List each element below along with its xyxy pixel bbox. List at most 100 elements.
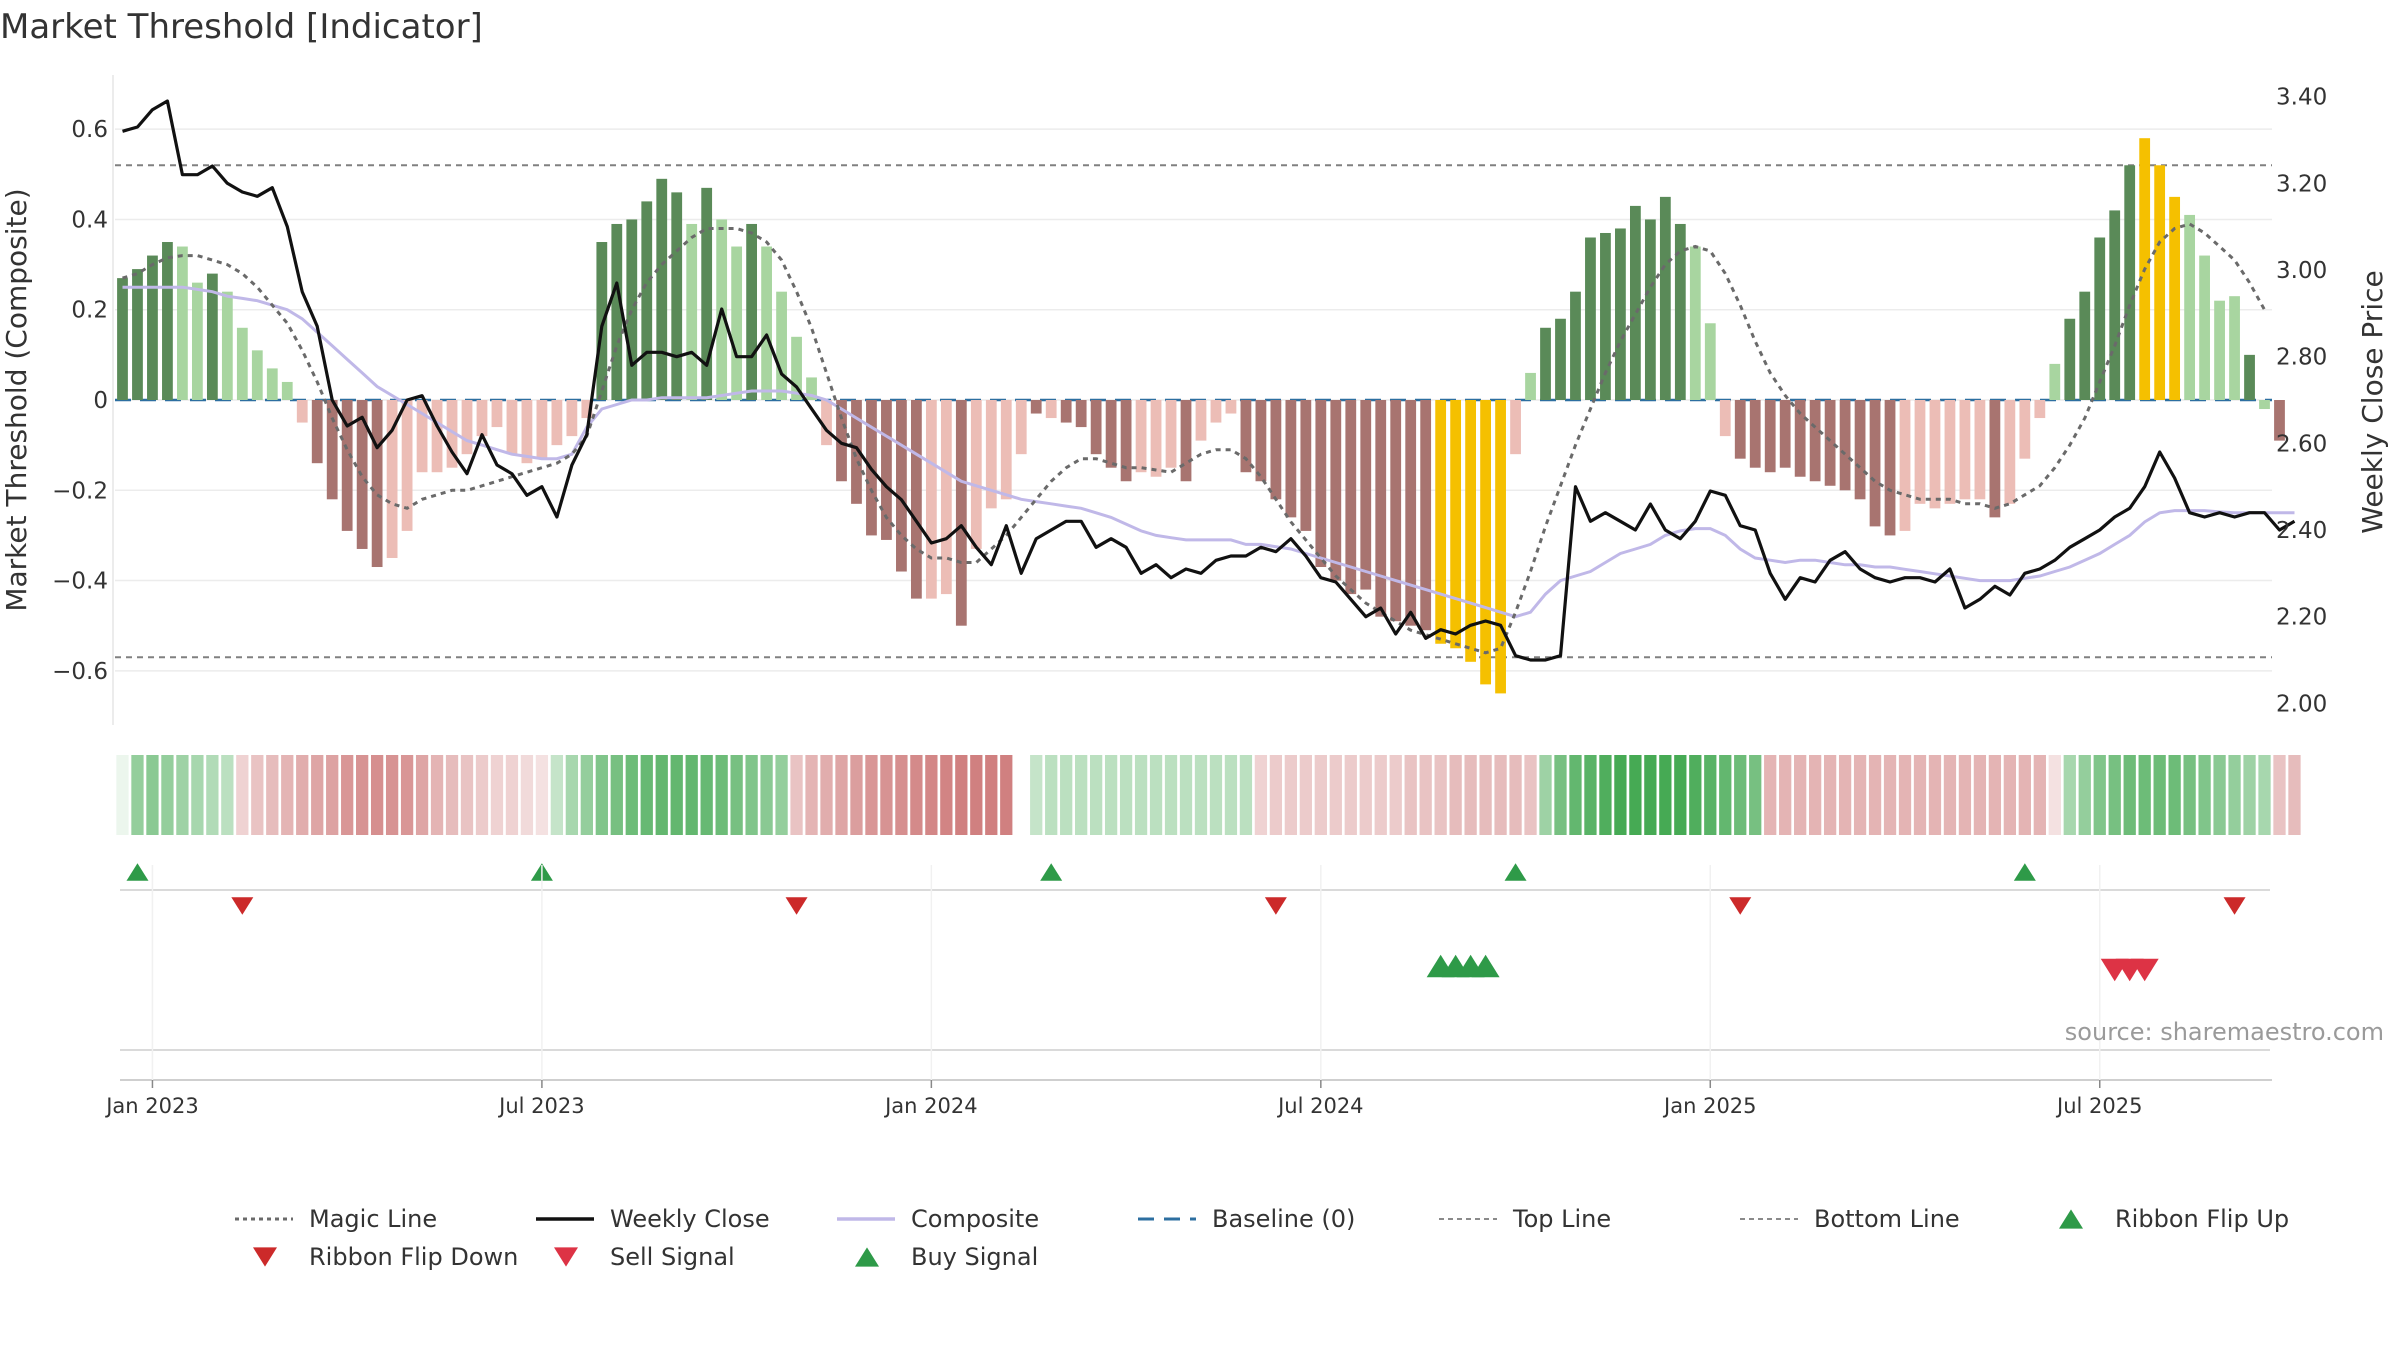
ribbon-cell <box>1224 755 1238 835</box>
histogram-bar <box>1300 400 1312 531</box>
ribbon-cell <box>1149 755 1163 835</box>
histogram-bar <box>2214 300 2225 400</box>
ribbon-cell <box>970 755 983 835</box>
histogram-bar <box>2169 196 2181 400</box>
histogram-bar <box>1764 400 1776 473</box>
histogram-bar <box>596 242 608 400</box>
ribbon-cell <box>1928 755 1942 835</box>
ribbon-cell <box>1344 755 1357 835</box>
x-axis: Jan 2023 Jul 2023 Jan 2024 Jul 2024 Jan 2025… <box>104 865 2272 1118</box>
ribbon-cell <box>955 755 968 835</box>
ribbon-cell <box>2213 755 2226 835</box>
ribbon-flip-down-marker <box>785 897 808 915</box>
ribbon-strip <box>116 755 2301 835</box>
histogram-bar <box>2199 255 2210 400</box>
histogram-bar <box>626 219 638 400</box>
histogram-bar <box>1135 400 1147 473</box>
histogram-bar <box>551 400 563 446</box>
histogram-bar <box>1255 400 1267 482</box>
ribbon-cell <box>341 755 354 835</box>
ribbon-cell <box>940 755 953 835</box>
ribbon-cell <box>2183 755 2196 835</box>
histogram-bar <box>1330 400 1342 581</box>
histogram-bar <box>1270 400 1282 500</box>
histogram-bar <box>701 187 713 400</box>
histogram-bar <box>506 400 518 455</box>
ribbon-cell <box>1194 755 1208 835</box>
ribbon-cell <box>760 755 773 835</box>
ribbon-cell <box>2273 755 2286 835</box>
histogram-bar <box>1944 400 1956 504</box>
ribbon-cell <box>850 755 863 835</box>
left-axis-label: Market Threshold (Composite) <box>0 188 33 611</box>
histogram-bar <box>1375 400 1387 617</box>
x-tick-label: Jul 2023 <box>497 1094 584 1118</box>
left-tick-label: −0.4 <box>52 569 108 595</box>
ribbon-cell <box>176 755 189 835</box>
ribbon-cell <box>1629 755 1642 835</box>
ribbon-cell <box>655 755 668 835</box>
ribbon-cell <box>1614 755 1627 835</box>
ribbon-cell <box>2048 755 2061 835</box>
ribbon-cell <box>1599 755 1612 835</box>
ribbon-cell <box>730 755 743 835</box>
ribbon-cell <box>1434 755 1447 835</box>
histogram-bar <box>881 400 892 540</box>
ribbon-flip-down-marker <box>2223 897 2246 915</box>
ribbon-cell <box>2198 755 2211 835</box>
ribbon-cell <box>2063 755 2076 835</box>
reference-lines <box>115 164 2272 659</box>
histogram-bar <box>985 400 997 509</box>
right-tick-label: 2.00 <box>2276 691 2327 717</box>
ribbon-cell <box>1644 755 1657 835</box>
ribbon-cell <box>1689 755 1702 835</box>
ribbon-flip-down-marker <box>1264 897 1287 915</box>
histogram-bar <box>1854 400 1866 500</box>
histogram-bar <box>1525 372 1536 400</box>
x-tick-label: Jul 2025 <box>2055 1094 2142 1118</box>
ribbon-cell <box>445 755 459 835</box>
ribbon-cell <box>535 755 549 835</box>
histogram-bar <box>806 377 817 400</box>
legend-label-bottom-line: Bottom Line <box>1814 1205 1960 1233</box>
histogram-bar <box>925 400 937 599</box>
ribbon-cell <box>415 755 429 835</box>
source-note: source: sharemaestro.com <box>2065 1018 2384 1046</box>
ribbon-cell <box>2228 755 2241 835</box>
ribbon-cell <box>475 755 489 835</box>
ribbon-cell <box>1479 755 1492 835</box>
histogram-bar <box>1105 400 1117 468</box>
legend-label-baseline-0: Baseline (0) <box>1212 1205 1355 1233</box>
signal-markers <box>126 863 2246 982</box>
left-y-axis: −0.6 −0.4 −0.2 0 0.2 0.4 0.6 <box>52 75 114 725</box>
ribbon-flip-up-marker <box>1040 863 1063 881</box>
histogram-bar <box>1345 400 1357 595</box>
histogram-bar <box>1989 400 2001 518</box>
histogram-bar <box>1959 400 1971 500</box>
ribbon-cell <box>640 755 653 835</box>
histogram-bar <box>1600 232 1611 400</box>
histogram-bar <box>1030 400 1042 414</box>
ribbon-cell <box>1943 755 1957 835</box>
ribbon-cell <box>326 755 339 835</box>
histogram-bar <box>836 400 847 482</box>
ribbon-cell <box>625 755 638 835</box>
ribbon-cell <box>2108 755 2121 835</box>
histogram-bar <box>117 278 128 400</box>
ribbon-cell <box>610 755 623 835</box>
left-tick-label: 0.4 <box>71 207 108 233</box>
histogram-bar <box>1674 223 1686 400</box>
ribbon-cell <box>370 755 384 835</box>
ribbon-cell <box>1704 755 1717 835</box>
histogram-bar <box>2004 400 2016 504</box>
ribbon-cell <box>1359 755 1372 835</box>
histogram-bar <box>1824 400 1836 486</box>
ribbon-cell <box>880 755 893 835</box>
histogram-bar <box>2079 291 2091 400</box>
histogram-bar <box>1555 318 1566 400</box>
histogram-bar <box>1585 237 1596 400</box>
ribbon-cell <box>2288 755 2301 835</box>
histogram-bar <box>641 201 653 400</box>
histogram-bar <box>1704 323 1716 400</box>
